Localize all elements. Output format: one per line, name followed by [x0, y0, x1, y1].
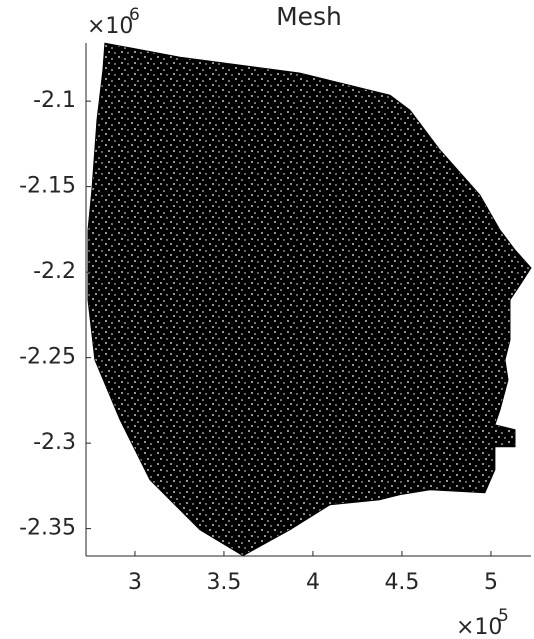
x-tick-label: 3.5 — [206, 570, 241, 595]
y-tick-label: -2.25 — [19, 345, 76, 370]
x-tick-label: 3 — [128, 570, 142, 595]
y-tick-label: -2.2 — [33, 259, 76, 284]
mesh-region — [87, 42, 532, 557]
y-tick-label: -2.35 — [19, 516, 76, 541]
chart-title: Mesh — [276, 2, 342, 31]
x-exponent-base: ×10 — [456, 615, 502, 639]
y-exponent-power: 6 — [129, 5, 140, 25]
x-tick-label: 4.5 — [384, 570, 419, 595]
x-exponent-power: 5 — [498, 606, 509, 626]
y-tick-label: -2.3 — [33, 430, 76, 455]
x-tick-label: 4 — [306, 570, 320, 595]
y-exponent-base: ×10 — [87, 14, 133, 39]
y-tick-label: -2.15 — [19, 174, 76, 199]
y-tick-label: -2.1 — [33, 88, 76, 113]
x-tick-label: 5 — [484, 570, 498, 595]
